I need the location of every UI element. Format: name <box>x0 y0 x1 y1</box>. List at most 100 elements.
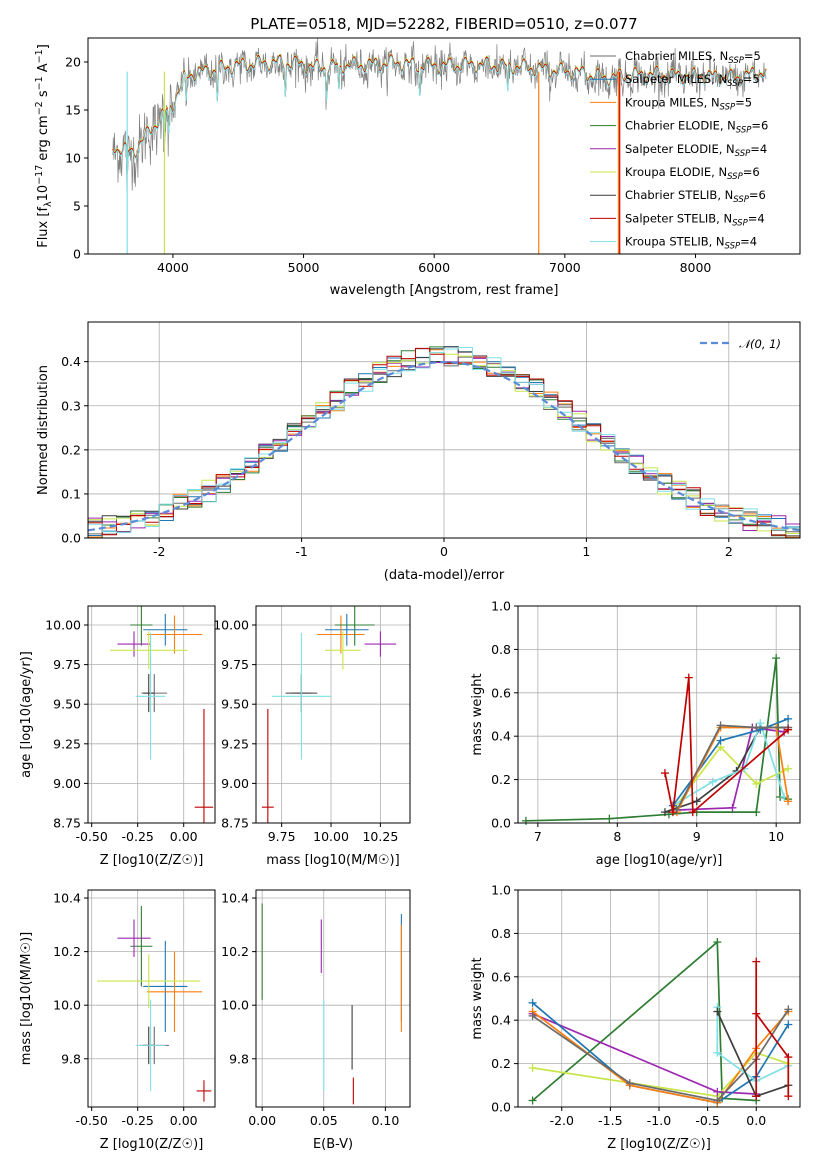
x-tick-label: -1 <box>295 544 307 559</box>
y-tick-label: 10.4 <box>221 891 249 906</box>
histogram-step-line <box>88 347 800 534</box>
spectrum-ylabel-part: ] <box>36 44 51 49</box>
x-tick-label: 8 <box>613 829 621 844</box>
x-tick-label: 7 <box>534 829 542 844</box>
spectrum-data-line <box>112 38 767 191</box>
weight_vs_age-frame <box>517 605 801 824</box>
mass-weight-line <box>676 726 789 813</box>
x-tick-label: -1.0 <box>647 1113 671 1128</box>
spectrum-legend-label: Kroupa MILES, NSSP=5 <box>625 95 752 112</box>
legend-text-part: SSP <box>727 79 743 89</box>
spectrum-ylabel-part: erg cm <box>36 115 51 164</box>
normal-curve <box>88 360 800 532</box>
mass_vs_EBV-axes: 0.00 0.05 0.10 9.8 10.0 10.2 10.4 E(B-V) <box>221 889 411 1152</box>
mass_vs_Z-xlabel: Z [log10(Z/Z☉)] <box>100 1137 204 1152</box>
legend-text-part: =6 <box>743 165 760 179</box>
x-tick-label: 8000 <box>680 260 712 275</box>
y-tick-label: 9.75 <box>53 657 81 672</box>
legend-text-part: =6 <box>749 188 766 202</box>
histogram-step-line <box>88 347 800 538</box>
y-tick-label: 8.75 <box>221 816 249 831</box>
spectrum-ylabel-part: −1 <box>34 49 45 63</box>
spectrum-legend-label: Kroupa STELIB, NSSP=4 <box>625 235 757 252</box>
x-tick-label: 4000 <box>157 260 189 275</box>
x-tick-label: 6000 <box>418 260 450 275</box>
y-tick-label: 0.0 <box>61 531 81 546</box>
y-tick-label: 9.75 <box>221 657 249 672</box>
spectrum-model-line <box>112 54 767 174</box>
mass_vs_Z-frame <box>87 889 216 1108</box>
y-tick-label: 0.2 <box>491 772 511 787</box>
legend-text-part: SSP <box>728 56 744 66</box>
age_vs_Z-xlabel: Z [log10(Z/Z☉)] <box>100 853 204 868</box>
x-tick-label: 10 <box>768 829 784 844</box>
spectrum-axes: 4000 5000 6000 7000 8000 0 5 10 15 20 wavelength [… <box>34 37 801 298</box>
y-tick-label: 10.00 <box>45 618 81 633</box>
legend-text-part: =4 <box>740 235 757 249</box>
legend-text-part: SSP <box>732 218 748 228</box>
x-tick-label: 10.25 <box>362 829 398 844</box>
residual-frame <box>87 321 801 539</box>
legend-text-part: Salpeter MILES, N <box>625 72 727 86</box>
y-tick-label: 9.00 <box>221 776 249 791</box>
y-tick-label: 0.0 <box>491 816 511 831</box>
age_vs_Z-ylabel: age [log10(age/yr)] <box>19 651 34 778</box>
legend-text-part: =6 <box>751 119 768 133</box>
y-tick-label: 10.4 <box>53 891 81 906</box>
mass-weight-line <box>532 940 757 1102</box>
y-tick-label: 10.0 <box>221 998 249 1013</box>
mass-weight-line <box>676 724 789 811</box>
x-tick-label: -0.50 <box>76 1113 108 1128</box>
y-tick-label: 9.50 <box>221 697 249 712</box>
spectrum-ylabel-part: A <box>36 63 51 76</box>
y-tick-label: 9.50 <box>53 697 81 712</box>
legend-text-part: Kroupa MILES, N <box>625 95 720 109</box>
y-tick-label: 10 <box>65 151 81 166</box>
weight_vs_age-axes: 7 8 9 10 0.0 0.2 0.4 0.6 0.8 1.0 age [log10(age/yr… <box>470 599 801 868</box>
x-tick-label: 0.00 <box>248 1113 276 1128</box>
spectrum-legend-label: Chabrier ELODIE, NSSP=6 <box>625 119 768 136</box>
legend-text-part: =5 <box>743 72 760 86</box>
legend-text-part: SSP <box>733 195 749 205</box>
spectrum-ylabel: Flux [fλ10−17 erg cm−2 s−1 A−1] <box>34 44 54 248</box>
y-tick-label: 0 <box>73 247 81 262</box>
legend-text-part: SSP <box>727 172 743 182</box>
weight_vs_age-ylabel: mass weight <box>470 673 485 755</box>
spectrum-legend-label: Chabrier MILES, NSSP=5 <box>625 49 761 66</box>
legend-text-part: =5 <box>735 95 752 109</box>
y-tick-label: 9.8 <box>229 1051 249 1066</box>
y-tick-label: 5 <box>73 199 81 214</box>
mass_vs_Z-ylabel: mass [log10(M/M☉)] <box>19 932 34 1065</box>
y-tick-label: 0.4 <box>61 354 81 369</box>
y-tick-label: 0.2 <box>61 442 81 457</box>
y-tick-label: 9.25 <box>53 736 81 751</box>
legend-text-part: Kroupa STELIB, N <box>625 235 725 249</box>
y-tick-label: 10.2 <box>53 944 81 959</box>
age_vs_Z-frame <box>87 605 216 824</box>
mass-weight-line <box>672 720 785 807</box>
legend-text-part: SSP <box>735 149 751 159</box>
legend-text-part: =5 <box>744 49 761 63</box>
x-tick-label: -0.25 <box>122 829 154 844</box>
residual-xlabel: (data-model)/error <box>384 568 505 583</box>
age_vs_Z-axes: -0.50 -0.25 0.00 8.75 9.00 9.25 9.50 9.75 10.00 Z… <box>19 605 216 868</box>
normal-legend-label: 𝒩(0, 1) <box>739 337 781 351</box>
spectrum-ylabel-part: −17 <box>34 165 45 185</box>
residual_histogram-axes: -2 -1 0 1 2 0.0 0.1 0.2 0.3 0.4 (data-model)/error… <box>36 321 801 583</box>
y-tick-label: 0.6 <box>491 685 511 700</box>
spectrum-legend-label: Salpeter ELODIE, NSSP=4 <box>625 142 767 159</box>
y-tick-label: 0.8 <box>491 926 511 941</box>
y-tick-label: 9.8 <box>61 1051 81 1066</box>
legend-text-part: Salpeter STELIB, N <box>625 211 732 225</box>
mass-weight-line <box>716 1007 789 1082</box>
y-tick-label: 9.25 <box>221 736 249 751</box>
legend-text-part: SSP <box>725 242 741 252</box>
y-tick-label: 0.4 <box>491 1013 511 1028</box>
x-tick-label: 2 <box>725 544 733 559</box>
x-tick-label: -0.5 <box>695 1113 719 1128</box>
x-tick-label: -2 <box>153 544 165 559</box>
spectrum-model-line <box>112 55 767 175</box>
legend-text-part: SSP <box>720 102 736 112</box>
weight_vs_Z-axes: -2.0 -1.5 -1.0 -0.5 0.0 0.0 0.2 0.4 0.6 0.8 1.0 Z [… <box>470 883 801 1152</box>
x-tick-label: 0 <box>440 544 448 559</box>
